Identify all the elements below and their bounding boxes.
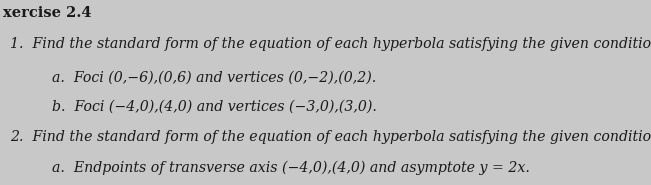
Text: 2.  Find the standard form of the equation of each hyperbola satisfying the give: 2. Find the standard form of the equatio… — [10, 130, 651, 144]
Text: b.  Foci (−4,0),(4,0) and vertices (−3,0),(3,0).: b. Foci (−4,0),(4,0) and vertices (−3,0)… — [52, 100, 377, 114]
Text: a.  Endpoints of transverse axis (−4,0),(4,0) and asymptote y = 2x.: a. Endpoints of transverse axis (−4,0),(… — [52, 161, 530, 175]
Text: a.  Foci (0,−6),(0,6) and vertices (0,−2),(0,2).: a. Foci (0,−6),(0,6) and vertices (0,−2)… — [52, 70, 376, 84]
Text: xercise 2.4: xercise 2.4 — [3, 6, 92, 20]
Text: 1.  Find the standard form of the equation of each hyperbola satisfying the give: 1. Find the standard form of the equatio… — [10, 37, 651, 51]
